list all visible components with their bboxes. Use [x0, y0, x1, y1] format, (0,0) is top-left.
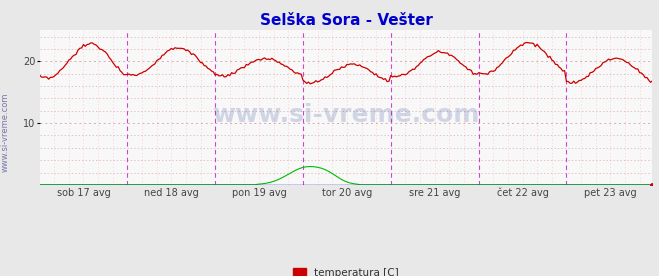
Title: Selška Sora - Vešter: Selška Sora - Vešter	[260, 13, 432, 28]
Text: www.si-vreme.com: www.si-vreme.com	[1, 93, 10, 172]
Text: www.si-vreme.com: www.si-vreme.com	[212, 104, 480, 127]
Legend: temperatura [C], pretok [m3/s]: temperatura [C], pretok [m3/s]	[293, 268, 399, 276]
